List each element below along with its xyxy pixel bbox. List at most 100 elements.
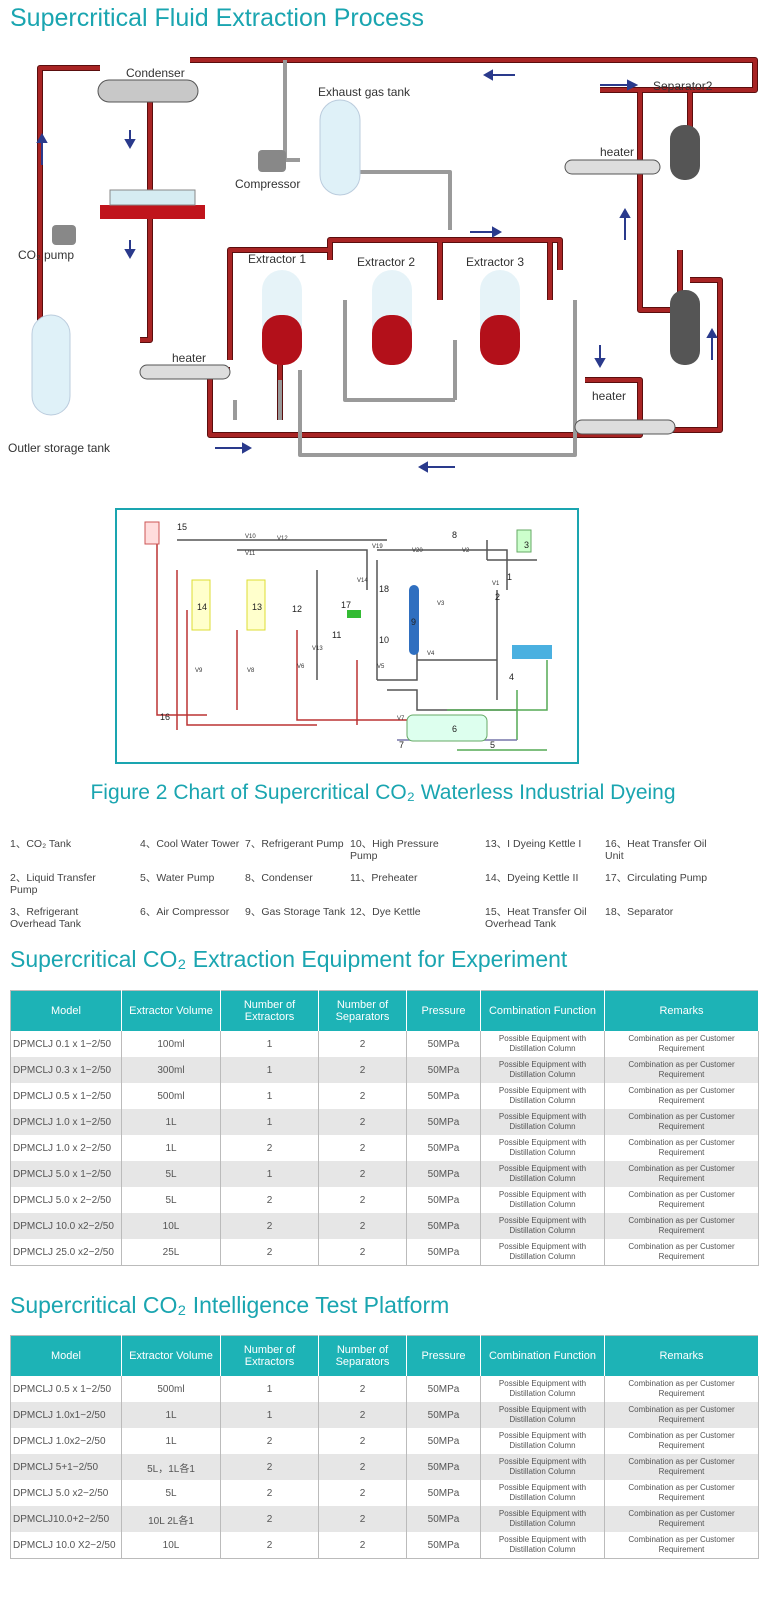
table-cell: 2 bbox=[220, 1506, 319, 1532]
table-cell: 10L bbox=[121, 1213, 221, 1239]
legend-item: 1、CO₂ Tank bbox=[10, 838, 72, 850]
table-cell: Combination as per Customer Requirement bbox=[604, 1376, 759, 1402]
column-header: Number of Separators bbox=[318, 1335, 407, 1376]
table-cell: Combination as per Customer Requirement bbox=[604, 1109, 759, 1135]
column-header: Combination Function bbox=[480, 990, 605, 1031]
table-cell: DPMCLJ 0.5 x 1−2/50 bbox=[10, 1083, 122, 1109]
table-cell: 500ml bbox=[121, 1083, 221, 1109]
table-cell: 2 bbox=[318, 1213, 407, 1239]
table-row: DPMCLJ 5.0 x2−2/50 5L 2 2 50MPa Possible Equi… bbox=[10, 1480, 759, 1506]
valve-label: V2 bbox=[462, 548, 470, 554]
label-heater-right: heater bbox=[592, 389, 626, 403]
table-cell: 50MPa bbox=[406, 1506, 481, 1532]
table-cell: Combination as per Customer Requirement bbox=[604, 1402, 759, 1428]
table-cell: 50MPa bbox=[406, 1376, 481, 1402]
table-row: DPMCLJ 1.0 x 2−2/50 1L 2 2 50MPa Possible Equ… bbox=[10, 1135, 759, 1161]
legend-item: 5、Water Pump bbox=[140, 872, 215, 884]
table-cell: 1 bbox=[220, 1402, 319, 1428]
table-cell: 2 bbox=[318, 1402, 407, 1428]
valve-label: V7 bbox=[397, 716, 405, 722]
table-cell: 300ml bbox=[121, 1057, 221, 1083]
table-cell: Combination as per Customer Requirement bbox=[604, 1083, 759, 1109]
table-cell: 5L bbox=[121, 1480, 221, 1506]
table-cell: Possible Equipment with Distillation Col… bbox=[480, 1239, 605, 1266]
column-header: Model bbox=[10, 1335, 122, 1376]
table-cell: 2 bbox=[318, 1428, 407, 1454]
valve-label: V1 bbox=[492, 581, 500, 587]
label-condenser: Condenser bbox=[126, 66, 185, 80]
table2-title: Supercritical CO₂ Intelligence Test Plat… bbox=[10, 1292, 450, 1318]
table-cell: 2 bbox=[318, 1135, 407, 1161]
table-header-row: Model Extractor Volume Number of Extractor… bbox=[10, 1335, 759, 1376]
table-cell: Possible Equipment with Distillation Col… bbox=[480, 1376, 605, 1402]
table-row: DPMCLJ 1.0x1−2/50 1L 1 2 50MPa Possible Equip… bbox=[10, 1402, 759, 1428]
table-cell: DPMCLJ 0.3 x 1−2/50 bbox=[10, 1057, 122, 1083]
valve-label: V4 bbox=[427, 651, 435, 657]
table-row: DPMCLJ 1.0x2−2/50 1L 2 2 50MPa Possible Equip… bbox=[10, 1428, 759, 1454]
component-label: 6 bbox=[452, 724, 457, 734]
table-row: DPMCLJ10.0+2−2/50 10L 2L各1 2 2 50MPa Possible… bbox=[10, 1506, 759, 1532]
table-cell: 50MPa bbox=[406, 1161, 481, 1187]
column-header: Number of Extractors bbox=[220, 1335, 319, 1376]
table-row: DPMCLJ 1.0 x 1−2/50 1L 1 2 50MPa Possible Equ… bbox=[10, 1109, 759, 1135]
legend-item: 12、Dye Kettle bbox=[350, 906, 421, 918]
column-header: Extractor Volume bbox=[121, 990, 221, 1031]
column-header: Remarks bbox=[604, 990, 759, 1031]
table-cell: DPMCLJ 1.0x2−2/50 bbox=[10, 1428, 122, 1454]
valve-label: V6 bbox=[297, 664, 305, 670]
table-cell: 5L bbox=[121, 1161, 221, 1187]
legend-item: 18、Separator bbox=[605, 906, 674, 918]
table-cell: Possible Equipment with Distillation Col… bbox=[480, 1187, 605, 1213]
table-cell: Possible Equipment with Distillation Col… bbox=[480, 1135, 605, 1161]
legend-item: 9、Gas Storage Tank bbox=[245, 906, 346, 918]
table-cell: 5L，1L各1 bbox=[121, 1454, 221, 1480]
table-cell: 50MPa bbox=[406, 1083, 481, 1109]
table-cell: 2 bbox=[220, 1454, 319, 1480]
table-cell: 2 bbox=[318, 1083, 407, 1109]
table-cell: DPMCLJ 0.5 x 1−2/50 bbox=[10, 1376, 122, 1402]
valve-label: V3 bbox=[437, 601, 445, 607]
legend-item: 17、Circulating Pump bbox=[605, 872, 708, 884]
table-cell: 1L bbox=[121, 1135, 221, 1161]
component-label: 16 bbox=[160, 712, 170, 722]
valve-label: V14 bbox=[357, 578, 368, 584]
legend-item: 6、Air Compressor bbox=[140, 906, 230, 918]
valve-label: V11 bbox=[245, 551, 256, 557]
table-row: DPMCLJ 0.3 x 1−2/50 300ml 1 2 50MPa Possible … bbox=[10, 1057, 759, 1083]
label-exhaust-gas-tank: Exhaust gas tank bbox=[318, 85, 411, 99]
valve-label: V9 bbox=[195, 668, 203, 674]
table-cell: Possible Equipment with Distillation Col… bbox=[480, 1506, 605, 1532]
table-cell: Possible Equipment with Distillation Col… bbox=[480, 1057, 605, 1083]
table-row: DPMCLJ 10.0 x2−2/50 10L 2 2 50MPa Possible Eq… bbox=[10, 1213, 759, 1239]
component-label: 17 bbox=[341, 600, 351, 610]
column-header: Pressure bbox=[406, 1335, 481, 1376]
table-cell: 10L bbox=[121, 1532, 221, 1559]
table-cell: Possible Equipment with Distillation Col… bbox=[480, 1480, 605, 1506]
table-cell: 2 bbox=[318, 1532, 407, 1559]
table-cell: 1 bbox=[220, 1031, 319, 1057]
legend-item: 13、I Dyeing Kettle I bbox=[485, 838, 582, 850]
table-cell: 1L bbox=[121, 1428, 221, 1454]
label-extractor-1: Extractor 1 bbox=[248, 252, 306, 266]
legend-item: 10、High Pressure Pump bbox=[350, 838, 439, 862]
component-label: 5 bbox=[490, 740, 495, 750]
label-compressor: Compressor bbox=[235, 177, 300, 191]
table-cell: 5L bbox=[121, 1187, 221, 1213]
table-row: DPMCLJ 5+1−2/50 5L，1L各1 2 2 50MPa Possible Eq… bbox=[10, 1454, 759, 1480]
table-cell: 500ml bbox=[121, 1376, 221, 1402]
valve-label: V19 bbox=[372, 544, 383, 550]
table-cell: DPMCLJ 0.1 x 1−2/50 bbox=[10, 1031, 122, 1057]
valve-label: V5 bbox=[377, 664, 385, 670]
table-cell: 2 bbox=[318, 1109, 407, 1135]
valve-label: V10 bbox=[245, 534, 256, 540]
table-row: DPMCLJ 0.5 x 1−2/50 500ml 1 2 50MPa Possible … bbox=[10, 1376, 759, 1402]
table-cell: Possible Equipment with Distillation Col… bbox=[480, 1161, 605, 1187]
legend-item: 8、Condenser bbox=[245, 872, 313, 884]
label-extractor-3: Extractor 3 bbox=[466, 255, 524, 269]
table-cell: Possible Equipment with Distillation Col… bbox=[480, 1109, 605, 1135]
table-cell: 2 bbox=[318, 1031, 407, 1057]
component-label: 13 bbox=[252, 602, 262, 612]
label-heater-left: heater bbox=[172, 351, 206, 365]
process-title: Supercritical Fluid Extraction Process bbox=[10, 4, 425, 32]
table-cell: 2 bbox=[220, 1480, 319, 1506]
